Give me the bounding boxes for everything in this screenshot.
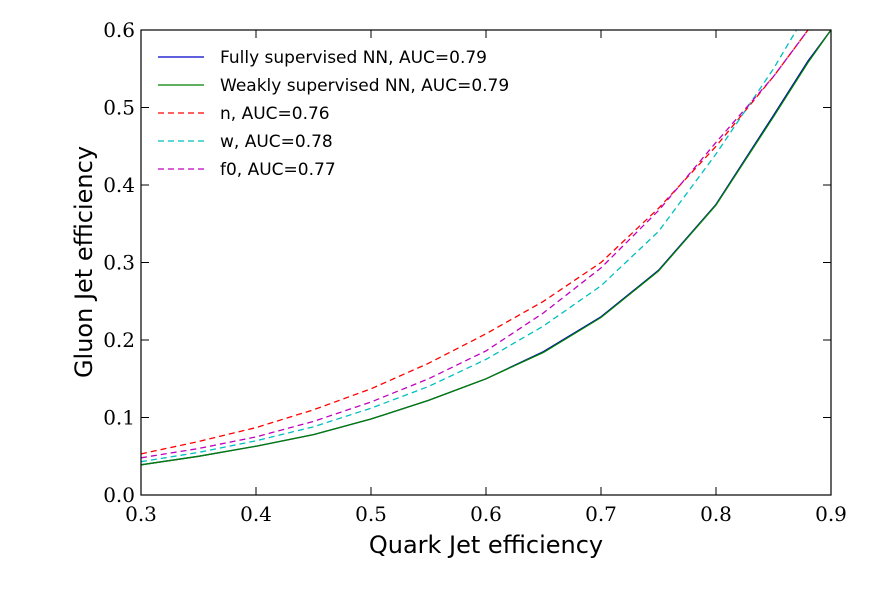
x-tick-label: 0.8 [700, 502, 732, 526]
x-tick-label: 0.9 [815, 502, 847, 526]
x-axis-label: Quark Jet efficiency [369, 531, 603, 559]
series-line-w [140, 29, 798, 463]
y-axis-label: Gluon Jet efficiency [70, 146, 98, 378]
y-tick-label: 0.0 [103, 483, 135, 507]
series-line-n [140, 29, 809, 455]
legend-label: w, AUC=0.78 [220, 132, 333, 152]
x-tick-label: 0.4 [240, 502, 272, 526]
y-tick-label: 0.6 [103, 18, 135, 42]
y-tick-label: 0.4 [103, 173, 135, 197]
legend-label: n, AUC=0.76 [220, 104, 330, 124]
series-layer [140, 29, 832, 466]
legend-label: Weakly supervised NN, AUC=0.79 [220, 76, 509, 96]
plot-frame [140, 29, 832, 496]
y-tick-label: 0.1 [103, 406, 135, 430]
y-tick-label: 0.3 [103, 251, 135, 275]
legend: Fully supervised NN, AUC=0.79 Weakly supe… [158, 48, 509, 180]
legend-label: f0, AUC=0.77 [220, 160, 336, 180]
tick-layer: 0.3 0.4 0.5 0.6 0.7 0.8 0.9 0.0 0.1 0.2 0.3 0.4 0.5 0… [103, 18, 847, 526]
series-line-f0 [140, 29, 809, 459]
legend-label: Fully supervised NN, AUC=0.79 [220, 48, 487, 68]
x-tick-label: 0.6 [470, 502, 502, 526]
x-tick-label: 0.7 [585, 502, 617, 526]
x-tick-label: 0.5 [355, 502, 387, 526]
series-line-weakly-supervised-nn [140, 29, 832, 466]
y-tick-label: 0.2 [103, 328, 135, 352]
y-tick-label: 0.5 [103, 96, 135, 120]
x-tick-label: 0.3 [125, 502, 157, 526]
